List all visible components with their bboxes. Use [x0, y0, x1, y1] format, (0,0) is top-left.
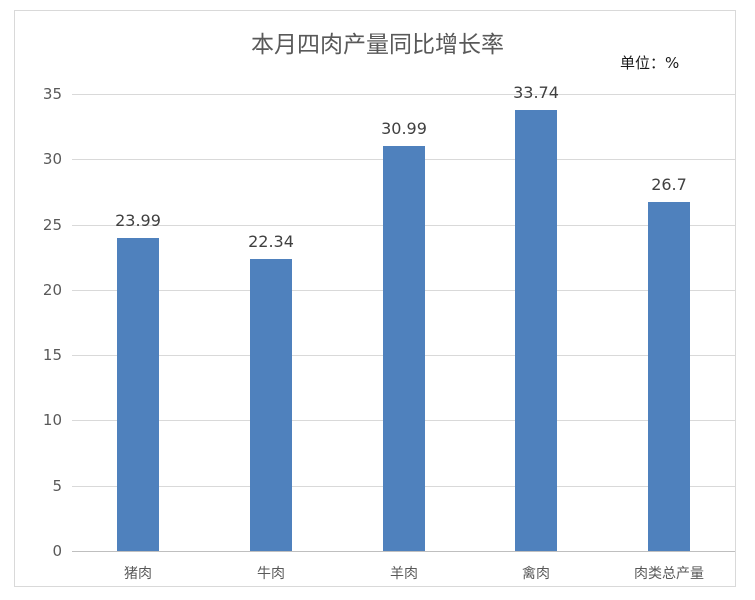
y-tick-label: 35: [42, 85, 62, 103]
y-tick-label: 25: [42, 216, 62, 234]
data-label: 30.99: [381, 119, 427, 138]
bar: [383, 146, 425, 551]
y-tick-label: 0: [52, 542, 62, 560]
bar: [648, 202, 690, 551]
data-label: 23.99: [115, 211, 161, 230]
y-tick-label: 30: [42, 150, 62, 168]
data-label: 26.7: [651, 175, 687, 194]
bar: [515, 110, 557, 551]
x-tick-label: 猪肉: [124, 566, 152, 582]
x-tick-label: 牛肉: [257, 566, 285, 582]
y-tick-label: 20: [42, 281, 62, 299]
x-tick-label: 羊肉: [390, 566, 418, 582]
y-tick-label: 10: [42, 411, 62, 429]
gridline: [72, 94, 735, 95]
data-label: 22.34: [248, 232, 294, 251]
bar: [250, 259, 292, 551]
x-tick-label: 禽肉: [522, 566, 550, 582]
x-axis-line: [72, 551, 735, 552]
y-tick-label: 15: [42, 346, 62, 364]
unit-label: 单位：%: [620, 54, 680, 72]
bar: [117, 238, 159, 551]
chart-title: 本月四肉产量同比增长率: [251, 32, 504, 58]
x-tick-label: 肉类总产量: [634, 566, 704, 582]
data-label: 33.74: [513, 83, 559, 102]
y-tick-label: 5: [52, 477, 62, 495]
